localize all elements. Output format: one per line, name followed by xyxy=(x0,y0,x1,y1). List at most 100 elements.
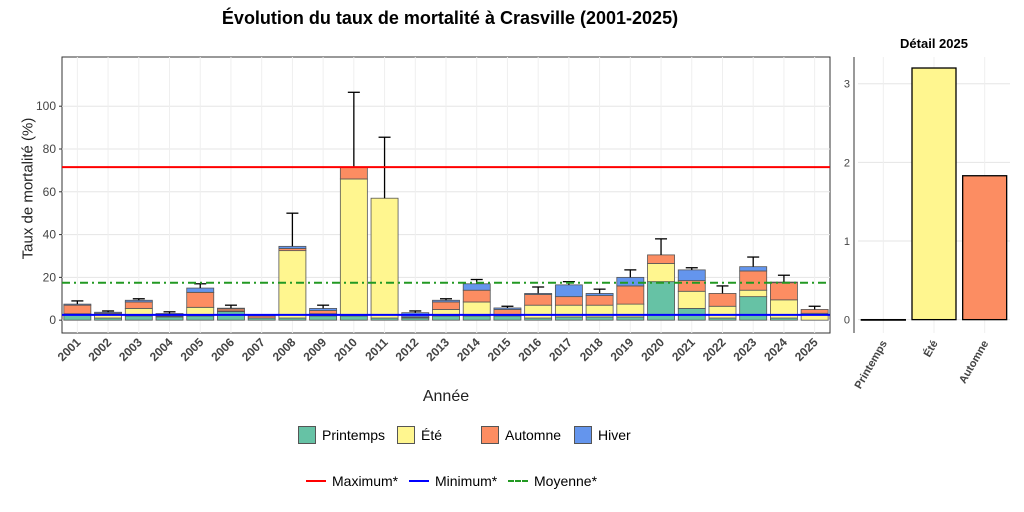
bar-printemps-2013 xyxy=(432,315,460,321)
legend-item-maximum: Maximum* xyxy=(306,473,398,489)
x-tick-label: 2007 xyxy=(239,335,268,364)
bar-hiver-2003 xyxy=(124,299,153,303)
bar-automne-2003 xyxy=(124,301,153,309)
bar-printemps-2015 xyxy=(493,315,522,321)
bar-printemps-2003 xyxy=(124,315,153,321)
legend-item-moyenne: Moyenne* xyxy=(508,473,597,489)
bar-hiver-2002 xyxy=(94,311,122,314)
bar-hiver-2021 xyxy=(677,269,706,281)
x-tick-label: 2004 xyxy=(147,335,176,364)
x-tick-label: 2003 xyxy=(116,335,145,364)
x-tick-label: 2024 xyxy=(761,335,790,364)
bar-hiver-2015 xyxy=(493,307,522,310)
bar-été-2011 xyxy=(370,197,399,319)
x-tick-label: 2002 xyxy=(85,335,114,364)
x-tick-label: 2009 xyxy=(300,335,329,364)
y-tick-label: 20 xyxy=(43,270,57,284)
bar-hiver-2023 xyxy=(739,266,768,272)
bar-printemps-2018 xyxy=(585,316,614,321)
bar-hiver-2013 xyxy=(432,299,460,303)
legend-swatch xyxy=(574,426,592,444)
bar-automne-2021 xyxy=(677,280,706,292)
legend-label: Minimum* xyxy=(435,473,498,489)
bar-automne-2019 xyxy=(616,285,645,305)
x-tick-label: 2022 xyxy=(700,335,729,364)
x-tick-label: 2012 xyxy=(393,335,422,364)
legend-label: Maximum* xyxy=(332,473,399,489)
detail-bar-Printemps xyxy=(860,318,906,321)
bar-automne-2014 xyxy=(462,289,491,303)
legend-item-automne: Automne xyxy=(481,426,561,444)
bar-hiver-2008 xyxy=(278,245,307,249)
detail-y-tick-label: 0 xyxy=(844,315,850,327)
legend-swatch xyxy=(397,426,415,444)
bar-automne-2009 xyxy=(309,310,338,315)
x-tick-label: 2016 xyxy=(515,335,544,364)
detail-title: Détail 2025 xyxy=(900,36,968,51)
bar-automne-2013 xyxy=(432,301,460,310)
bar-été-2023 xyxy=(739,289,768,298)
chart-title: Évolution du taux de mortalité à Crasvil… xyxy=(221,8,679,28)
bar-printemps-2019 xyxy=(616,316,645,321)
y-tick-label: 60 xyxy=(43,185,57,199)
x-tick-label: 2014 xyxy=(454,335,483,364)
x-tick-label: 2021 xyxy=(669,335,698,364)
bar-printemps-2006 xyxy=(217,311,245,321)
bar-hiver-2018 xyxy=(585,293,614,296)
legend-label: Été xyxy=(421,427,443,443)
legend-swatch xyxy=(481,426,499,444)
bar-automne-2022 xyxy=(708,293,737,307)
y-tick-label: 0 xyxy=(49,313,56,327)
legend-label: Printemps xyxy=(322,427,386,443)
bar-automne-2001 xyxy=(63,304,92,315)
bar-été-2022 xyxy=(708,305,737,319)
x-axis-label: Année xyxy=(422,388,470,405)
bar-printemps-2005 xyxy=(186,315,215,321)
bar-été-2021 xyxy=(677,290,706,309)
y-tick-label: 80 xyxy=(43,142,57,156)
bar-printemps-2014 xyxy=(462,315,491,321)
bar-hiver-2006 xyxy=(217,307,245,310)
bar-automne-2010 xyxy=(339,166,368,180)
legend-label: Automne xyxy=(505,427,562,443)
detail-x-tick-label: Automne xyxy=(957,339,991,386)
legend-line-key xyxy=(409,480,429,482)
bar-hiver-2014 xyxy=(462,283,491,291)
x-tick-label: 2011 xyxy=(362,335,391,364)
legend-line-key xyxy=(508,480,528,482)
bar-printemps-2023 xyxy=(739,296,768,321)
detail-y-tick-label: 1 xyxy=(844,236,850,248)
x-tick-label: 2008 xyxy=(270,335,299,364)
x-tick-label: 2020 xyxy=(638,335,667,364)
x-tick-label: 2019 xyxy=(608,335,637,364)
bar-automne-2020 xyxy=(647,254,675,264)
bar-automne-2025 xyxy=(800,309,829,314)
bar-printemps-2010 xyxy=(339,315,368,321)
bar-hiver-2016 xyxy=(524,293,553,295)
x-tick-label: 2023 xyxy=(731,335,760,364)
x-tick-label: 2015 xyxy=(485,335,514,364)
x-tick-label: 2017 xyxy=(546,335,575,364)
y-tick-label: 100 xyxy=(36,99,56,113)
detail-x-tick-label: Été xyxy=(921,338,941,359)
bar-automne-2023 xyxy=(739,270,768,291)
bar-été-2008 xyxy=(278,250,307,319)
x-tick-label: 2010 xyxy=(331,335,360,364)
legend-item-hiver: Hiver xyxy=(574,426,631,444)
bar-automne-2017 xyxy=(554,296,583,306)
detail-bar-Été xyxy=(911,67,957,321)
bar-automne-2018 xyxy=(585,295,614,306)
legend-label: Moyenne* xyxy=(534,473,598,489)
detail-y-tick-label: 3 xyxy=(844,79,850,91)
legend-line-key xyxy=(306,480,326,482)
bar-automne-2005 xyxy=(186,291,215,308)
bar-printemps-2004 xyxy=(155,316,184,321)
detail-x-tick-label: Printemps xyxy=(853,339,890,392)
bar-hiver-2005 xyxy=(186,287,215,293)
legend-label: Hiver xyxy=(598,427,631,443)
bar-été-2014 xyxy=(462,301,491,317)
bar-automne-2024 xyxy=(770,282,798,301)
bar-hiver-2019 xyxy=(616,276,645,287)
